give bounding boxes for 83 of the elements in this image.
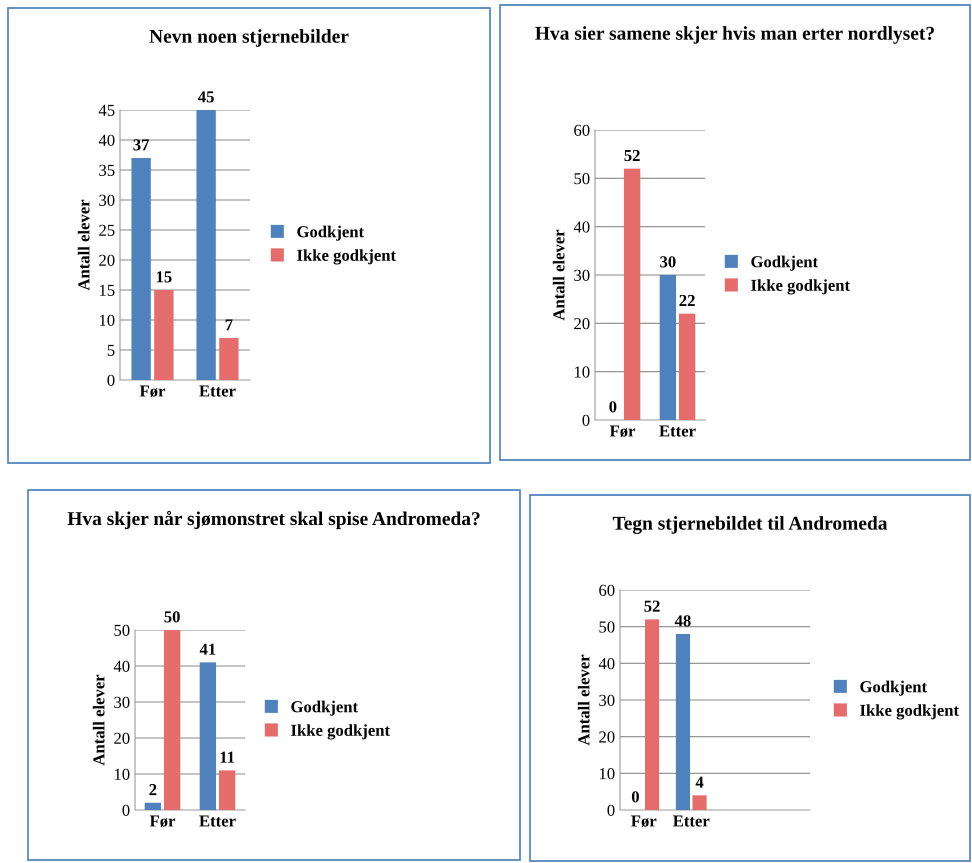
y-tick-label: 40: [98, 134, 115, 146]
data-label: 30: [660, 256, 676, 268]
y-tick-label: 50: [114, 624, 130, 636]
y-tick-label: 25: [99, 224, 114, 236]
bar: [164, 630, 180, 810]
data-label: 15: [156, 271, 172, 282]
x-tick-label: Før: [140, 386, 166, 398]
bar: [200, 662, 216, 810]
y-tick-label: 30: [574, 270, 590, 281]
legend-label: Ikke godkjent: [751, 279, 850, 294]
y-tick-label: 30: [599, 694, 615, 706]
y-axis-title: Antall elever: [578, 654, 590, 746]
y-tick-label: 45: [98, 104, 114, 116]
chart-title: Tegn stjernebildet til Andromeda: [612, 516, 888, 534]
x-tick-label: Før: [150, 816, 176, 828]
bar: [219, 338, 239, 380]
bar: [218, 770, 236, 810]
x-tick-label: Etter: [673, 816, 710, 827]
y-axis-title: Antall elever: [78, 200, 90, 290]
y-tick-label: 10: [600, 768, 615, 780]
x-tick-label: Etter: [199, 386, 236, 397]
data-label: 45: [198, 91, 214, 102]
y-tick-label: 0: [607, 804, 615, 816]
y-tick-label: 10: [100, 314, 115, 326]
bar: [154, 290, 174, 380]
bar: [624, 168, 640, 420]
x-tick-label: Før: [631, 816, 656, 828]
x-tick-label: Etter: [199, 816, 236, 827]
data-label: 52: [624, 150, 640, 162]
data-label: 37: [133, 139, 150, 150]
data-label: 4: [696, 776, 704, 788]
legend-label: Godkjent: [860, 680, 928, 696]
y-axis-title: Antall elever: [92, 674, 105, 766]
data-label: 11: [220, 752, 234, 763]
y-tick-label: 10: [114, 768, 130, 780]
chart-title: Hva sier samene skjer hvis man erter nordlyset?: [535, 26, 934, 44]
y-tick-label: 20: [114, 732, 130, 744]
bar: [131, 158, 151, 380]
chart-title: Nevn noen stjernebilder: [149, 29, 348, 47]
data-label: 0: [632, 791, 639, 802]
y-tick-label: 10: [574, 366, 590, 378]
bar: [692, 795, 707, 810]
data-label: 41: [200, 644, 216, 655]
data-label: 7: [226, 319, 233, 330]
y-tick-label: 20: [99, 254, 115, 266]
y-tick-label: 40: [114, 660, 130, 672]
y-tick-label: 35: [99, 164, 114, 176]
y-tick-label: 60: [574, 124, 590, 136]
bar: [196, 110, 216, 380]
y-tick-label: 40: [598, 658, 615, 670]
legend-label: Godkjent: [751, 256, 818, 271]
legend-label: Godkjent: [297, 226, 364, 241]
y-tick-label: 40: [574, 221, 590, 233]
y-tick-label: 0: [107, 374, 115, 386]
data-label: 52: [644, 600, 660, 612]
y-tick-label: 15: [100, 284, 114, 296]
chart-title: Hva skjer når sjømonstret skal spise Andromeda?: [68, 510, 480, 530]
legend-label: Ikke godkjent: [291, 724, 390, 740]
legend-label: Ikke godkjent: [297, 249, 396, 264]
data-label: 22: [679, 294, 695, 306]
data-label: 50: [164, 611, 180, 622]
y-tick-label: 20: [574, 318, 590, 330]
bar: [676, 634, 690, 810]
bar: [144, 802, 162, 810]
y-tick-label: 30: [114, 696, 130, 708]
y-tick-label: 50: [574, 173, 590, 184]
x-tick-label: Før: [610, 426, 636, 438]
y-axis-title: Antall elever: [552, 230, 565, 320]
y-tick-label: 0: [122, 804, 130, 816]
x-tick-label: Etter: [659, 426, 696, 437]
bar: [660, 275, 676, 420]
y-tick-label: 5: [108, 344, 114, 356]
y-tick-label: 60: [599, 584, 615, 596]
bar: [678, 314, 696, 420]
data-label: 48: [674, 615, 691, 626]
y-tick-label: 30: [99, 194, 115, 206]
legend-label: Godkjent: [291, 700, 358, 716]
bar: [644, 619, 660, 810]
y-tick-label: 50: [599, 621, 615, 633]
legend-label: Ikke godkjent: [860, 704, 959, 720]
y-tick-label: 0: [582, 414, 590, 426]
y-tick-label: 20: [599, 731, 615, 743]
data-label: 2: [149, 784, 156, 796]
